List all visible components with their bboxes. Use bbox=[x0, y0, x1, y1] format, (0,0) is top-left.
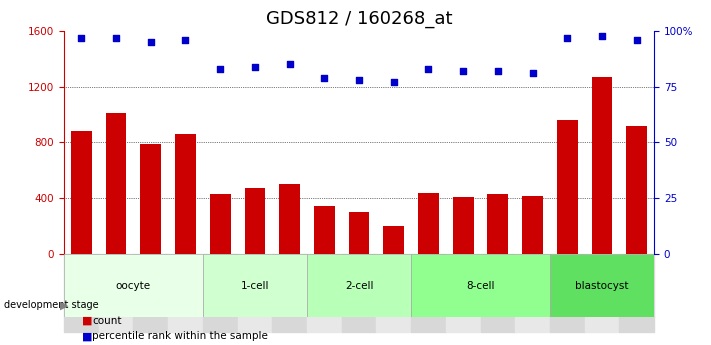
Point bbox=[250, 64, 261, 69]
Bar bbox=[307, 254, 342, 332]
Text: 8-cell: 8-cell bbox=[466, 280, 495, 290]
FancyBboxPatch shape bbox=[203, 254, 307, 317]
Bar bbox=[446, 254, 481, 332]
Bar bbox=[481, 254, 515, 332]
Bar bbox=[106, 113, 127, 254]
Bar bbox=[592, 77, 612, 254]
Point bbox=[492, 68, 503, 74]
Text: ▶: ▶ bbox=[60, 300, 69, 310]
Bar bbox=[210, 194, 230, 254]
Text: GSM22547: GSM22547 bbox=[284, 258, 294, 315]
FancyBboxPatch shape bbox=[550, 254, 654, 317]
Point bbox=[145, 39, 156, 45]
Text: GSM22557: GSM22557 bbox=[632, 258, 642, 315]
Text: GSM22546: GSM22546 bbox=[250, 258, 260, 315]
Bar bbox=[584, 254, 619, 332]
Bar bbox=[64, 254, 99, 332]
Bar bbox=[140, 144, 161, 254]
Point bbox=[284, 62, 295, 67]
Bar bbox=[550, 254, 584, 332]
Bar bbox=[168, 254, 203, 332]
Point bbox=[319, 75, 330, 81]
Bar bbox=[515, 254, 550, 332]
Text: oocyte: oocyte bbox=[116, 280, 151, 290]
Bar bbox=[342, 254, 376, 332]
Bar bbox=[376, 254, 411, 332]
Text: GSM22542: GSM22542 bbox=[111, 258, 121, 315]
Bar bbox=[488, 194, 508, 254]
Text: GSM22541: GSM22541 bbox=[76, 258, 86, 315]
Bar bbox=[175, 134, 196, 254]
Text: GSM22556: GSM22556 bbox=[597, 258, 607, 315]
Text: 2-cell: 2-cell bbox=[345, 280, 373, 290]
Text: GSM22553: GSM22553 bbox=[493, 258, 503, 315]
Title: GDS812 / 160268_at: GDS812 / 160268_at bbox=[266, 10, 452, 28]
Point bbox=[353, 77, 365, 83]
FancyBboxPatch shape bbox=[64, 254, 203, 317]
Point bbox=[388, 79, 400, 85]
Point bbox=[457, 68, 469, 74]
Bar bbox=[619, 254, 654, 332]
Text: GSM22552: GSM22552 bbox=[458, 258, 469, 315]
Point bbox=[597, 33, 608, 38]
Text: GSM22550: GSM22550 bbox=[389, 258, 399, 315]
Text: percentile rank within the sample: percentile rank within the sample bbox=[92, 332, 268, 341]
Bar bbox=[71, 131, 92, 254]
Text: GSM22551: GSM22551 bbox=[424, 258, 434, 315]
Text: 1-cell: 1-cell bbox=[240, 280, 269, 290]
Bar bbox=[383, 226, 404, 254]
Bar bbox=[99, 254, 134, 332]
Point bbox=[423, 66, 434, 72]
Bar bbox=[348, 212, 370, 254]
Text: GSM22549: GSM22549 bbox=[354, 258, 364, 315]
Text: count: count bbox=[92, 316, 122, 326]
Bar bbox=[245, 188, 265, 254]
Point bbox=[215, 66, 226, 72]
Point bbox=[180, 37, 191, 43]
Text: blastocyst: blastocyst bbox=[575, 280, 629, 290]
Bar bbox=[134, 254, 168, 332]
Point bbox=[562, 35, 573, 40]
FancyBboxPatch shape bbox=[307, 254, 411, 317]
Bar bbox=[522, 196, 543, 254]
FancyBboxPatch shape bbox=[411, 254, 550, 317]
Point bbox=[110, 35, 122, 40]
Bar bbox=[557, 120, 578, 254]
Bar bbox=[279, 184, 300, 254]
Text: GSM22555: GSM22555 bbox=[562, 258, 572, 315]
Text: GSM22543: GSM22543 bbox=[146, 258, 156, 315]
Text: GSM22548: GSM22548 bbox=[319, 258, 329, 315]
Bar bbox=[453, 197, 474, 254]
Text: ■: ■ bbox=[82, 316, 92, 326]
Text: GSM22545: GSM22545 bbox=[215, 258, 225, 315]
Bar bbox=[272, 254, 307, 332]
Text: development stage: development stage bbox=[4, 300, 98, 310]
Bar bbox=[203, 254, 237, 332]
Bar bbox=[626, 126, 647, 254]
Bar bbox=[411, 254, 446, 332]
Bar bbox=[418, 193, 439, 254]
Bar bbox=[314, 206, 335, 254]
Text: ■: ■ bbox=[82, 332, 92, 341]
Text: GSM22544: GSM22544 bbox=[181, 258, 191, 315]
Point bbox=[631, 37, 643, 43]
Text: GSM22554: GSM22554 bbox=[528, 258, 538, 315]
Point bbox=[527, 71, 538, 76]
Bar bbox=[237, 254, 272, 332]
Point bbox=[75, 35, 87, 40]
